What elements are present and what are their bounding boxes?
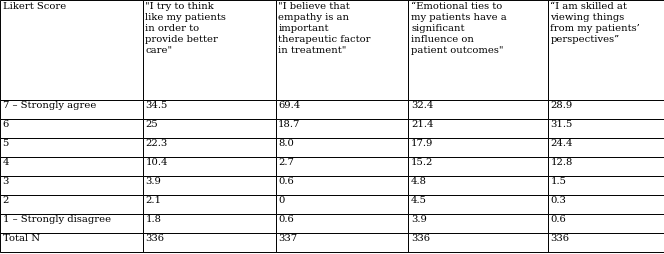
- Text: 31.5: 31.5: [550, 120, 573, 129]
- Bar: [548, 233, 664, 252]
- Text: 4.8: 4.8: [411, 177, 427, 186]
- Bar: [548, 0, 664, 100]
- Bar: [0, 214, 143, 233]
- Bar: [548, 195, 664, 214]
- Text: 4.5: 4.5: [411, 196, 427, 205]
- Text: 4: 4: [3, 158, 9, 167]
- Bar: [276, 214, 408, 233]
- Text: 1 – Strongly disagree: 1 – Strongly disagree: [3, 215, 111, 224]
- Text: 0: 0: [278, 196, 285, 205]
- Text: 24.4: 24.4: [550, 139, 573, 148]
- Bar: [0, 0, 143, 100]
- Text: 0.6: 0.6: [550, 215, 566, 224]
- Text: 7 – Strongly agree: 7 – Strongly agree: [3, 101, 96, 110]
- Bar: [548, 100, 664, 119]
- Text: 8.0: 8.0: [278, 139, 294, 148]
- Text: "I try to think
like my patients
in order to
provide better
care": "I try to think like my patients in orde…: [145, 2, 226, 55]
- Text: 6: 6: [3, 120, 9, 129]
- Bar: [0, 119, 143, 138]
- Bar: [276, 138, 408, 157]
- Bar: [0, 176, 143, 195]
- Text: 337: 337: [278, 234, 297, 243]
- Bar: [408, 195, 548, 214]
- Text: 25: 25: [145, 120, 158, 129]
- Bar: [143, 195, 276, 214]
- Bar: [408, 0, 548, 100]
- Text: 10.4: 10.4: [145, 158, 168, 167]
- Bar: [408, 119, 548, 138]
- Bar: [0, 195, 143, 214]
- Text: 28.9: 28.9: [550, 101, 573, 110]
- Bar: [408, 233, 548, 252]
- Text: 21.4: 21.4: [411, 120, 434, 129]
- Text: 34.5: 34.5: [145, 101, 168, 110]
- Bar: [408, 214, 548, 233]
- Text: 3: 3: [3, 177, 9, 186]
- Bar: [143, 233, 276, 252]
- Text: “Emotional ties to
my patients have a
significant
influence on
patient outcomes": “Emotional ties to my patients have a si…: [411, 2, 507, 55]
- Bar: [143, 100, 276, 119]
- Text: 32.4: 32.4: [411, 101, 434, 110]
- Text: 0.3: 0.3: [550, 196, 566, 205]
- Text: 336: 336: [550, 234, 570, 243]
- Bar: [548, 157, 664, 176]
- Text: 18.7: 18.7: [278, 120, 301, 129]
- Text: 0.6: 0.6: [278, 215, 294, 224]
- Text: Likert Score: Likert Score: [3, 2, 66, 10]
- Bar: [408, 100, 548, 119]
- Bar: [143, 119, 276, 138]
- Bar: [143, 138, 276, 157]
- Bar: [0, 233, 143, 252]
- Bar: [548, 119, 664, 138]
- Text: 69.4: 69.4: [278, 101, 301, 110]
- Bar: [0, 138, 143, 157]
- Text: 2.7: 2.7: [278, 158, 294, 167]
- Text: 15.2: 15.2: [411, 158, 434, 167]
- Bar: [548, 176, 664, 195]
- Bar: [0, 100, 143, 119]
- Text: 1.5: 1.5: [550, 177, 566, 186]
- Bar: [276, 176, 408, 195]
- Bar: [548, 138, 664, 157]
- Bar: [276, 233, 408, 252]
- Text: 12.8: 12.8: [550, 158, 573, 167]
- Bar: [0, 157, 143, 176]
- Text: 5: 5: [3, 139, 9, 148]
- Text: 2: 2: [3, 196, 9, 205]
- Bar: [143, 0, 276, 100]
- Text: 336: 336: [145, 234, 165, 243]
- Bar: [276, 119, 408, 138]
- Text: 1.8: 1.8: [145, 215, 161, 224]
- Text: 3.9: 3.9: [411, 215, 427, 224]
- Text: 22.3: 22.3: [145, 139, 168, 148]
- Bar: [408, 176, 548, 195]
- Text: 17.9: 17.9: [411, 139, 434, 148]
- Bar: [408, 138, 548, 157]
- Bar: [276, 0, 408, 100]
- Bar: [143, 176, 276, 195]
- Text: 0.6: 0.6: [278, 177, 294, 186]
- Text: 336: 336: [411, 234, 430, 243]
- Text: 3.9: 3.9: [145, 177, 161, 186]
- Bar: [143, 157, 276, 176]
- Text: Total N: Total N: [3, 234, 40, 243]
- Text: 2.1: 2.1: [145, 196, 161, 205]
- Bar: [408, 157, 548, 176]
- Text: "I believe that
empathy is an
important
therapeutic factor
in treatment": "I believe that empathy is an important …: [278, 2, 371, 55]
- Text: “I am skilled at
viewing things
from my patients’
perspectives”: “I am skilled at viewing things from my …: [550, 2, 640, 44]
- Bar: [548, 214, 664, 233]
- Bar: [143, 214, 276, 233]
- Bar: [276, 157, 408, 176]
- Bar: [276, 100, 408, 119]
- Bar: [276, 195, 408, 214]
